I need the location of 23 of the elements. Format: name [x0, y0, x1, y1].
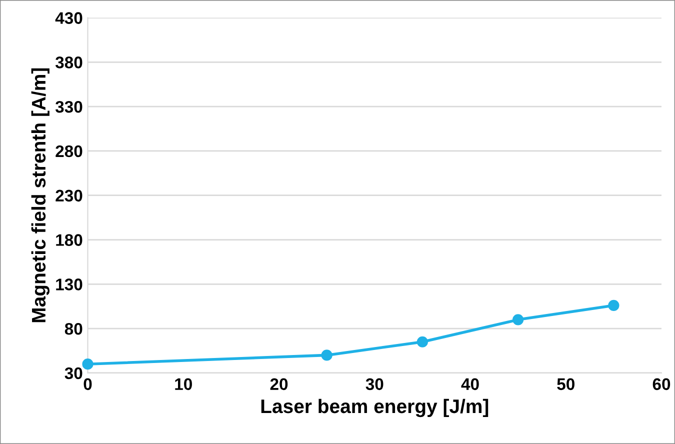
x-tick-label: 60	[652, 378, 670, 390]
y-tick-label: 80	[64, 322, 82, 335]
y-tick-label: 180	[56, 234, 82, 246]
y-tick-label: 330	[55, 100, 82, 113]
point	[321, 350, 332, 361]
y-axis-title: Magnetic field strenth [A/m]	[31, 68, 50, 322]
y-tick-label: 430	[55, 12, 82, 24]
point	[82, 358, 94, 370]
x-tick-label: 10	[175, 378, 192, 390]
point	[512, 314, 524, 326]
y-tick-label: 230	[56, 190, 82, 202]
x-tick-label: 0	[84, 378, 92, 390]
y-tick-label: 380	[55, 56, 82, 68]
point	[416, 336, 428, 348]
y-tick-label: 130	[56, 278, 82, 290]
x-axis-title: Laser beam energy [J/m]	[261, 398, 488, 418]
x-tick-label: 20	[270, 378, 288, 390]
y-tick-label: 30	[64, 367, 82, 380]
x-tick-label: 40	[461, 378, 479, 390]
x-tick-label: 30	[366, 378, 384, 390]
y-tick-label: 280	[56, 145, 82, 158]
x-tick-label: 50	[557, 378, 574, 390]
point	[608, 300, 620, 312]
